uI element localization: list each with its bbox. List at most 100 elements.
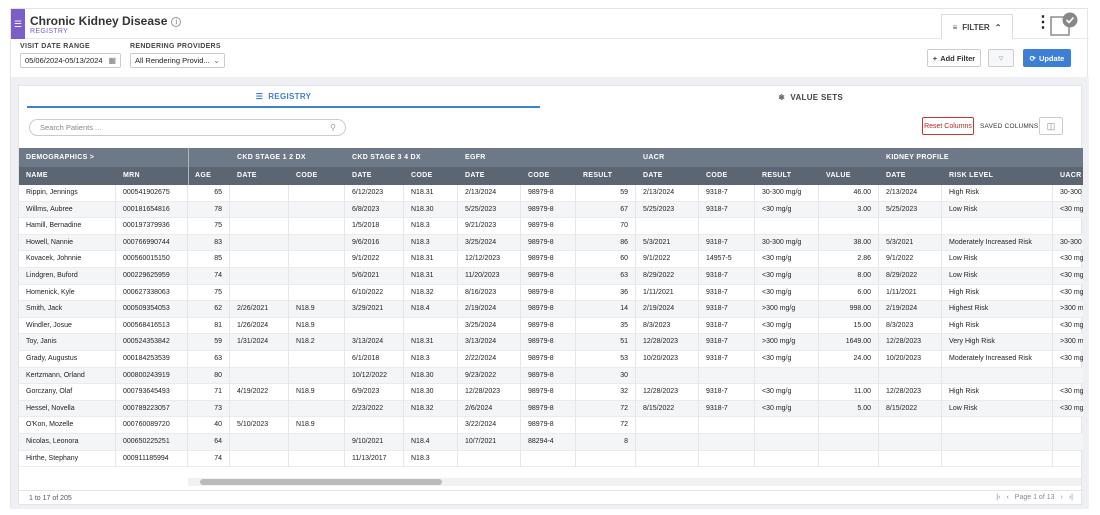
search-icon: ⚲ — [330, 123, 336, 132]
table-row[interactable]: Grady, Augustus 000184253539 63 6/1/2018 N18… — [19, 351, 1083, 368]
column-group-3: EGFR — [465, 154, 486, 161]
table-cell: 11/20/2023 — [458, 268, 521, 285]
table-cell: 10/20/2023 — [636, 351, 699, 368]
patient-name-cell: Lindgren, Buford — [19, 268, 116, 285]
table-cell: 000800243919 — [116, 367, 188, 385]
table-cell: 5/25/2023 — [879, 201, 942, 219]
table-row[interactable]: Windler, Josue 000568416513 81 1/26/2024 N18… — [19, 317, 1083, 335]
table-row[interactable]: Kertzmann, Orland 000800243919 80 10/12/202… — [19, 367, 1083, 385]
column-header-9[interactable]: RESULT — [583, 172, 613, 179]
table-cell: >300 mg/g — [755, 334, 819, 351]
funnel-filter-button[interactable]: ▿ — [988, 49, 1014, 67]
table-row[interactable]: Hessel, Novella 000789223057 73 2/23/2022 N1… — [19, 400, 1083, 418]
refresh-icon: ⟳ — [1029, 53, 1036, 63]
table-row[interactable]: Nicolas, Leonora 000650225251 64 9/10/2021 N… — [19, 434, 1083, 451]
column-header-5[interactable]: DATE — [352, 172, 372, 179]
table-cell — [755, 417, 819, 434]
table-cell: 11/13/2017 — [345, 450, 404, 468]
add-filter-button[interactable]: + Add Filter — [927, 49, 981, 67]
table-cell: 000911185994 — [116, 450, 188, 468]
table-cell — [636, 450, 699, 468]
table-cell: 000229625959 — [116, 268, 188, 285]
table-cell — [942, 450, 1053, 468]
column-header-4[interactable]: CODE — [296, 172, 318, 179]
next-page-icon[interactable]: › — [1060, 494, 1063, 501]
menu-icon[interactable]: ☰ — [11, 9, 25, 39]
table-cell: <30 mg/g — [755, 268, 819, 285]
table-cell: 98979-8 — [521, 218, 576, 235]
table-cell: N18.31 — [404, 268, 458, 285]
table-cell: <30 mg/g — [755, 284, 819, 302]
column-header-8[interactable]: CODE — [528, 172, 550, 179]
providers-select[interactable]: All Rendering Provid... ⌄ — [130, 53, 225, 68]
table-row[interactable]: Hirthe, Stephany 000911185994 74 11/13/2017… — [19, 450, 1083, 468]
table-cell: 000197379936 — [116, 218, 188, 235]
column-group-0[interactable]: DEMOGRAPHICS > — [26, 154, 95, 161]
table-cell: 2/26/2021 — [230, 301, 289, 318]
table-cell: N18.2 — [289, 334, 345, 351]
tab-registry[interactable]: ☰ REGISTRY — [27, 86, 540, 108]
table-cell: 5/3/2021 — [636, 234, 699, 252]
columns-button[interactable]: ◫ — [1039, 117, 1063, 135]
column-header-10[interactable]: DATE — [643, 172, 663, 179]
column-header-3[interactable]: DATE — [237, 172, 257, 179]
column-header-7[interactable]: DATE — [465, 172, 485, 179]
checked-document-icon[interactable] — [1047, 11, 1081, 39]
table-row[interactable]: Rippin, Jennings 000541902675 65 6/12/2023 N… — [19, 185, 1083, 202]
column-header-15[interactable]: RISK LEVEL — [949, 172, 994, 179]
table-cell: 3/25/2024 — [458, 317, 521, 335]
first-page-icon[interactable]: |‹ — [996, 494, 1001, 501]
column-header-14[interactable]: DATE — [886, 172, 906, 179]
patient-name-cell: Kovacek, Johnnie — [19, 251, 116, 268]
column-header-1[interactable]: MRN — [123, 172, 140, 179]
table-cell: 6/9/2023 — [345, 384, 404, 401]
tab-value-sets[interactable]: ⚛ VALUE SETS — [540, 86, 1081, 108]
table-row[interactable]: Hamill, Bernadine 000197379936 75 1/5/2018 N… — [19, 218, 1083, 235]
info-icon[interactable]: i — [171, 17, 182, 27]
table-row[interactable]: Kovacek, Johnnie 000560015150 85 9/1/2022 N1… — [19, 251, 1083, 268]
page-title: Chronic Kidney Disease i — [30, 14, 182, 28]
table-cell: 5.00 — [819, 400, 879, 418]
column-header-2[interactable]: AGE — [195, 172, 212, 179]
table-cell: 1649.00 — [819, 334, 879, 351]
filter-label: FILTER — [962, 22, 990, 32]
column-header-0[interactable]: NAME — [26, 172, 48, 179]
table-cell: 9/6/2016 — [345, 234, 404, 252]
table-cell: 67 — [576, 201, 636, 219]
column-header-12[interactable]: RESULT — [762, 172, 792, 179]
column-header-16[interactable]: UACR — [1060, 172, 1082, 179]
last-page-icon[interactable]: ›| — [1068, 494, 1073, 501]
table-cell — [636, 434, 699, 451]
prev-page-icon[interactable]: ‹ — [1006, 494, 1009, 501]
table-row[interactable]: Willms, Aubree 000181654816 78 6/8/2023 N18.… — [19, 201, 1083, 219]
table-row[interactable]: O'Kon, Mozelle 000760089720 40 5/10/2023 N18… — [19, 417, 1083, 434]
table-cell: 9318-7 — [699, 334, 755, 351]
table-row[interactable]: Smith, Jack 000509354053 62 2/26/2021 N18.9 3… — [19, 301, 1083, 318]
table-cell: 24.00 — [819, 351, 879, 368]
column-header-11[interactable]: CODE — [706, 172, 728, 179]
reset-columns-button[interactable]: Reset Columns — [922, 117, 974, 135]
table-row[interactable]: Toy, Janis 000524353842 59 1/31/2024 N18.2 3/… — [19, 334, 1083, 351]
column-group-2: CKD STAGE 3 4 DX — [352, 154, 421, 161]
table-row[interactable]: Lindgren, Buford 000229625959 74 5/6/2021 N1… — [19, 268, 1083, 285]
list-icon: ☰ — [255, 91, 264, 101]
horizontal-scrollbar[interactable] — [188, 478, 1081, 486]
visit-date-input[interactable]: 05/06/2024-05/13/2024 ▦ — [20, 53, 121, 68]
more-options-icon[interactable]: ⋮ — [1035, 14, 1051, 31]
search-input[interactable]: Search Patients ... ⚲ — [29, 119, 346, 136]
table-row[interactable]: Gorczany, Olaf 000793645493 71 4/19/2022 N18… — [19, 384, 1083, 401]
saved-columns-link[interactable]: SAVED COLUMNS — [980, 123, 1039, 130]
scrollbar-thumb[interactable] — [200, 479, 442, 485]
table-row[interactable]: Howell, Nannie 000766990744 83 9/6/2016 N18.… — [19, 234, 1083, 252]
table-cell — [521, 450, 576, 468]
column-header-13[interactable]: VALUE — [826, 172, 851, 179]
table-cell — [230, 284, 289, 302]
table-cell: 32 — [576, 384, 636, 401]
column-header-6[interactable]: CODE — [411, 172, 433, 179]
table-cell — [699, 417, 755, 434]
update-button[interactable]: ⟳ Update — [1023, 49, 1071, 67]
table-cell: 74 — [188, 268, 230, 285]
table-cell: High Risk — [942, 317, 1053, 335]
table-row[interactable]: Homenick, Kyle 000627338063 75 6/10/2022 N18… — [19, 284, 1083, 302]
filter-toggle-button[interactable]: ≡ FILTER ⌃ — [941, 14, 1013, 39]
